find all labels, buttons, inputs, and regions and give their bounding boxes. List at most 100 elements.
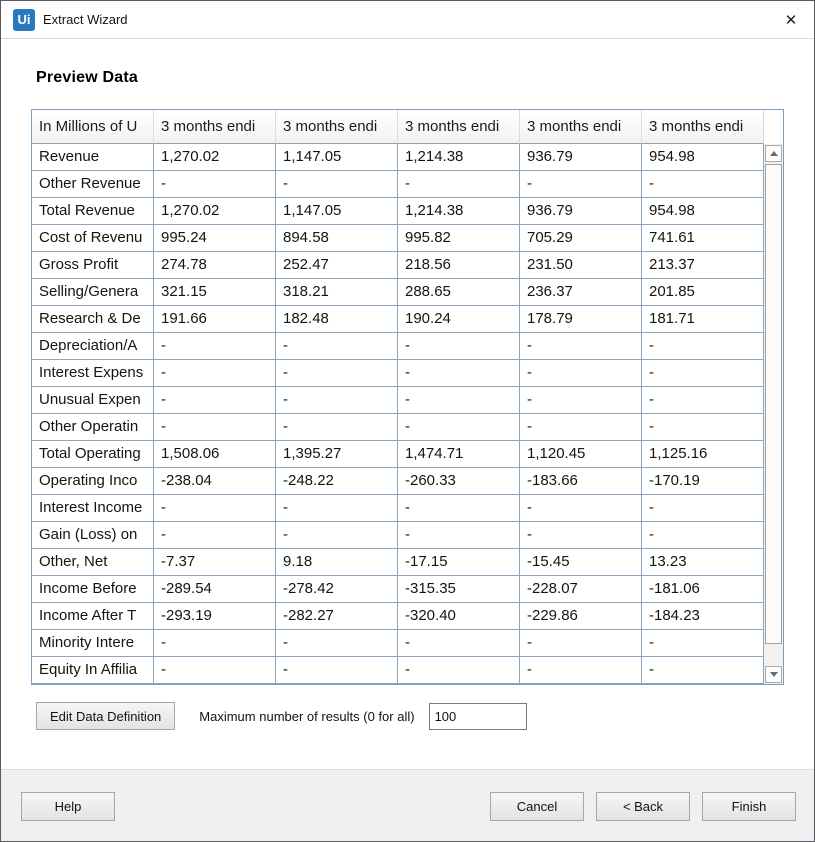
arrow-down-icon — [769, 672, 778, 677]
window-title: Extract Wizard — [43, 12, 128, 27]
table-row: Interest Expens - - - - - — [32, 360, 764, 387]
row-label-cell: Unusual Expen — [32, 387, 154, 414]
data-cell: - — [398, 657, 520, 684]
data-cell: 1,147.05 — [276, 198, 398, 225]
back-button[interactable]: < Back — [596, 792, 690, 821]
data-cell: 252.47 — [276, 252, 398, 279]
table-row: Other Operatin - - - - - — [32, 414, 764, 441]
data-cell: -184.23 — [642, 603, 764, 630]
data-cell: - — [276, 657, 398, 684]
data-cell: 236.37 — [520, 279, 642, 306]
column-header[interactable]: 3 months endi — [398, 110, 520, 144]
table-row: Income Before -289.54 -278.42 -315.35 -228.0… — [32, 576, 764, 603]
arrow-up-icon — [769, 151, 778, 156]
data-cell: - — [276, 495, 398, 522]
data-cell: 213.37 — [642, 252, 764, 279]
data-cell: 288.65 — [398, 279, 520, 306]
data-cell: 231.50 — [520, 252, 642, 279]
data-cell: 1,395.27 — [276, 441, 398, 468]
row-label-cell: Minority Intere — [32, 630, 154, 657]
row-label-cell: Total Revenue — [32, 198, 154, 225]
data-cell: 995.24 — [154, 225, 276, 252]
data-cell: 1,508.06 — [154, 441, 276, 468]
data-cell: -320.40 — [398, 603, 520, 630]
data-cell: - — [276, 171, 398, 198]
data-cell: 936.79 — [520, 144, 642, 171]
data-cell: - — [520, 495, 642, 522]
data-cell: 9.18 — [276, 549, 398, 576]
table-row: Gain (Loss) on - - - - - — [32, 522, 764, 549]
row-label-cell: Research & De — [32, 306, 154, 333]
data-cell: - — [642, 171, 764, 198]
data-cell: -181.06 — [642, 576, 764, 603]
data-cell: - — [642, 360, 764, 387]
column-header[interactable]: 3 months endi — [520, 110, 642, 144]
table-row: Equity In Affilia - - - - - — [32, 657, 764, 684]
data-cell: - — [398, 522, 520, 549]
data-cell: -315.35 — [398, 576, 520, 603]
finish-button[interactable]: Finish — [702, 792, 796, 821]
data-cell: 1,270.02 — [154, 144, 276, 171]
controls-row: Edit Data Definition Maximum number of r… — [36, 702, 814, 730]
max-results-input[interactable] — [428, 702, 527, 730]
vertical-scrollbar[interactable] — [764, 144, 783, 684]
data-cell: - — [520, 522, 642, 549]
data-cell: -183.66 — [520, 468, 642, 495]
data-cell: - — [154, 522, 276, 549]
scroll-down-button[interactable] — [765, 666, 782, 683]
table-row: Total Revenue 1,270.02 1,147.05 1,214.38 936… — [32, 198, 764, 225]
data-cell: - — [154, 171, 276, 198]
table-row: Operating Inco -238.04 -248.22 -260.33 -183.… — [32, 468, 764, 495]
column-header[interactable]: In Millions of U — [32, 110, 154, 144]
row-label-cell: Interest Expens — [32, 360, 154, 387]
row-label-cell: Income Before — [32, 576, 154, 603]
close-icon: ✕ — [784, 11, 798, 29]
data-cell: -15.45 — [520, 549, 642, 576]
data-cell: - — [520, 657, 642, 684]
scrollbar-thumb[interactable] — [765, 164, 782, 644]
data-cell: - — [154, 360, 276, 387]
column-header[interactable]: 3 months endi — [154, 110, 276, 144]
data-cell: 318.21 — [276, 279, 398, 306]
data-cell: -293.19 — [154, 603, 276, 630]
row-label-cell: Income After T — [32, 603, 154, 630]
data-cell: 936.79 — [520, 198, 642, 225]
column-header[interactable]: 3 months endi — [642, 110, 764, 144]
data-cell: -248.22 — [276, 468, 398, 495]
data-cell: - — [520, 360, 642, 387]
close-button[interactable]: ✕ — [768, 1, 814, 38]
row-label-cell: Cost of Revenu — [32, 225, 154, 252]
row-label-cell: Other Operatin — [32, 414, 154, 441]
table-row: Selling/Genera 321.15 318.21 288.65 236.37 20… — [32, 279, 764, 306]
uipath-logo-icon: Ui — [13, 8, 35, 31]
data-cell: 178.79 — [520, 306, 642, 333]
max-results-label: Maximum number of results (0 for all) — [199, 708, 415, 724]
data-cell: -7.37 — [154, 549, 276, 576]
row-label-cell: Selling/Genera — [32, 279, 154, 306]
data-cell: - — [398, 387, 520, 414]
scroll-up-button[interactable] — [765, 145, 782, 162]
data-cell: - — [642, 630, 764, 657]
table-row: Total Operating 1,508.06 1,395.27 1,474.71 1… — [32, 441, 764, 468]
data-cell: 1,270.02 — [154, 198, 276, 225]
data-cell: 182.48 — [276, 306, 398, 333]
data-cell: - — [154, 657, 276, 684]
column-header[interactable]: 3 months endi — [276, 110, 398, 144]
cancel-button[interactable]: Cancel — [490, 792, 584, 821]
table-row: Interest Income - - - - - — [32, 495, 764, 522]
data-cell: 954.98 — [642, 198, 764, 225]
data-cell: -228.07 — [520, 576, 642, 603]
data-cell: 954.98 — [642, 144, 764, 171]
data-cell: - — [642, 495, 764, 522]
help-button[interactable]: Help — [21, 792, 115, 821]
data-cell: 181.71 — [642, 306, 764, 333]
data-cell: 321.15 — [154, 279, 276, 306]
row-label-cell: Gross Profit — [32, 252, 154, 279]
data-cell: 1,120.45 — [520, 441, 642, 468]
edit-data-definition-button[interactable]: Edit Data Definition — [36, 702, 176, 730]
data-cell: - — [276, 522, 398, 549]
table-body: Revenue 1,270.02 1,147.05 1,214.38 936.79 954… — [32, 144, 764, 684]
data-cell: -17.15 — [398, 549, 520, 576]
